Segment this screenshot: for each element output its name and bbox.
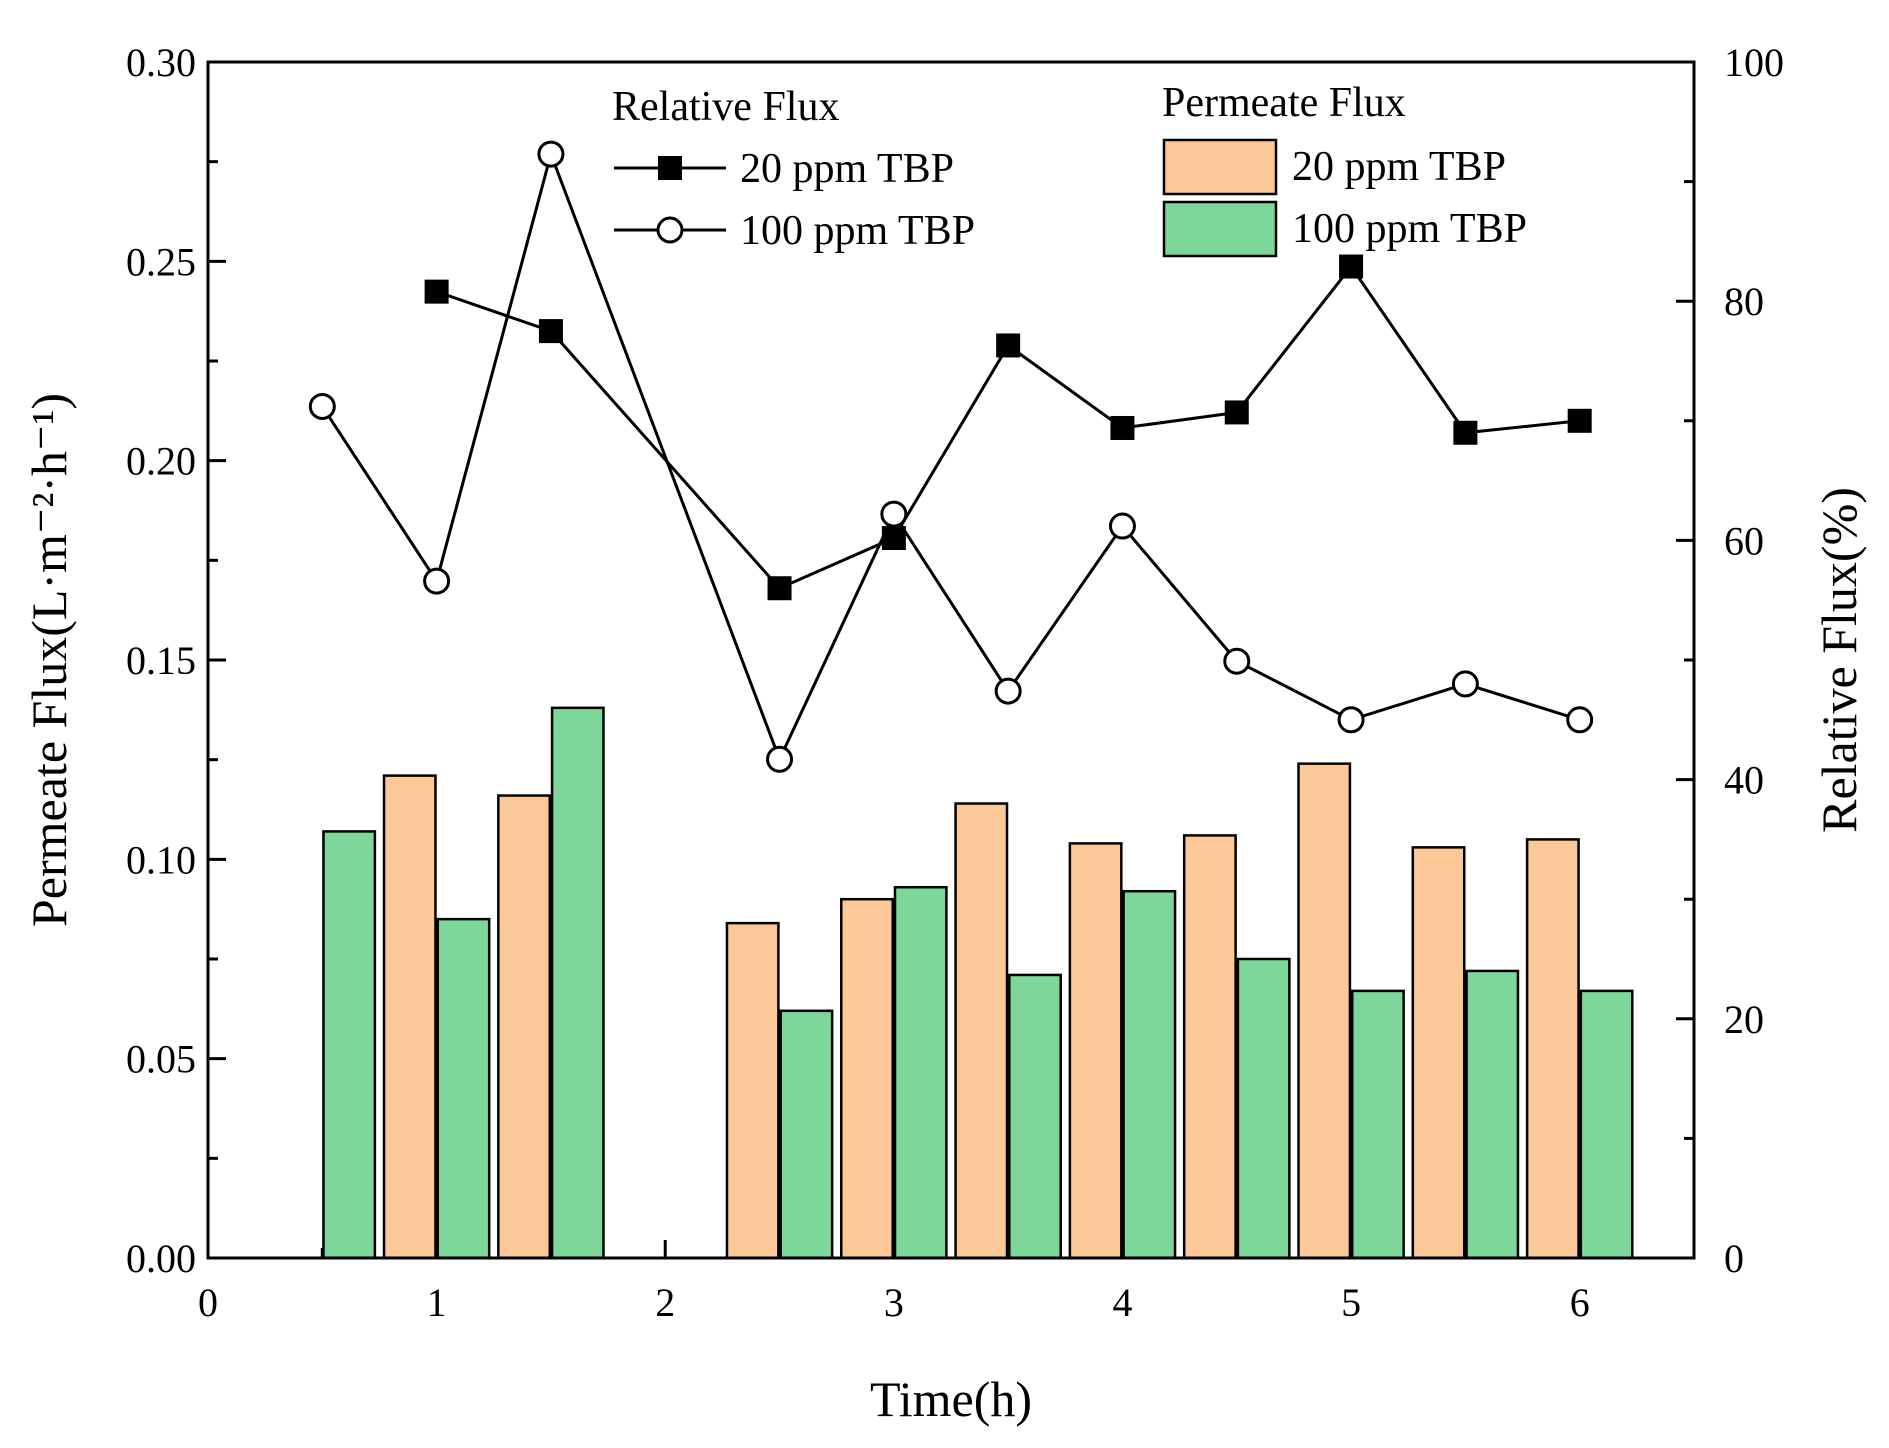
y-tick-label-2: 0.10 [126,837,196,882]
point-100ppm-8 [1337,706,1365,734]
legend-marker-square [658,156,682,180]
bar-20ppm-8 [1297,762,1352,1260]
y2-tick-label-1: 20 [1724,997,1764,1042]
y2-tick-label-4: 80 [1724,279,1764,324]
x-tick-label-2: 2 [655,1280,675,1325]
legend-label-line-100ppm: 100 ppm TBP [740,208,975,254]
point-20ppm-6 [1224,400,1249,425]
point-20ppm-5 [1110,415,1135,440]
bar-20ppm-1 [382,774,437,1260]
bar-20ppm-7 [1182,834,1237,1260]
point-20ppm-9 [1567,408,1592,433]
line-20ppm [436,263,1580,591]
legend-permeate-title: Permeate Flux [1162,80,1406,126]
y-tick-label-4: 0.20 [126,439,196,484]
y-tick-label-6: 0.30 [126,40,196,85]
point-20ppm-2 [767,576,792,601]
bar-100ppm-3 [779,1009,834,1260]
y2-axis-title: Relative Flux(%) [1811,487,1867,833]
bar-100ppm-8 [1350,989,1405,1260]
y-tick-label-1: 0.05 [126,1037,196,1082]
bar-100ppm-9 [1465,969,1520,1260]
x-axis-title: Time(h) [870,1371,1032,1427]
x-tick-label-5: 5 [1341,1280,1361,1325]
point-100ppm-4 [880,500,908,528]
y2-tick-label-5: 100 [1724,40,1784,85]
bar-20ppm-10 [1525,838,1580,1260]
legend-label-bar-20ppm: 20 ppm TBP [1292,144,1506,190]
point-100ppm-6 [1108,512,1136,540]
y2-tick-label-2: 40 [1724,758,1764,803]
point-20ppm-8 [1453,420,1478,445]
legend-relative-title: Relative Flux [612,84,839,130]
legend-label-line-20ppm: 20 ppm TBP [740,146,954,192]
bar-20ppm-3 [725,921,780,1260]
y-axis-title: Permeate Flux(L·m⁻²·h⁻¹) [21,393,77,927]
point-100ppm-0 [308,392,336,420]
x-tick-label-4: 4 [1112,1280,1132,1325]
point-100ppm-3 [766,745,794,773]
point-20ppm-7 [1339,254,1364,279]
bar-100ppm-5 [1008,973,1062,1260]
legend-swatch-20ppm [1162,138,1278,196]
bar-20ppm-6 [1068,842,1123,1260]
x-tick-label-1: 1 [427,1280,447,1325]
point-100ppm-2 [537,140,565,168]
x-tick-label-0: 0 [198,1280,218,1325]
bar-20ppm-9 [1411,846,1466,1260]
bar-100ppm-2 [550,706,605,1260]
point-100ppm-7 [1223,647,1251,675]
bar-20ppm-5 [954,802,1009,1260]
point-100ppm-10 [1566,706,1594,734]
bar-100ppm-6 [1122,889,1177,1260]
point-100ppm-1 [423,567,451,595]
legend: Relative Flux 20 ppm TBP 100 ppm TBP Per… [612,80,1527,258]
point-20ppm-1 [538,319,563,344]
y-tick-label-0: 0.00 [126,1236,196,1281]
bar-100ppm-10 [1579,989,1634,1260]
bar-100ppm-1 [436,917,491,1260]
y2-tick-label-0: 0 [1724,1236,1744,1281]
bar-100ppm-4 [893,885,948,1260]
x-tick-label-6: 6 [1570,1280,1590,1325]
point-20ppm-0 [424,279,449,304]
legend-marker-circle [656,216,684,244]
legend-swatch-100ppm [1162,200,1278,258]
bar-100ppm-0 [322,830,377,1260]
y2-tick-label-3: 60 [1724,518,1764,563]
point-20ppm-4 [996,333,1021,358]
bar-20ppm-4 [840,897,894,1260]
y-tick-label-5: 0.25 [126,239,196,284]
bar-100ppm-7 [1236,957,1291,1260]
axes-layer: 0 1 2 3 4 5 6 0.00 0.05 0.10 0.15 0.20 0.25 0.30 0 20 40… [126,40,1784,1325]
bars-layer [322,706,1634,1260]
lines-layer [308,140,1594,773]
legend-label-bar-100ppm: 100 ppm TBP [1292,206,1527,252]
point-100ppm-5 [994,677,1022,705]
bar-20ppm-2 [497,794,552,1260]
y-tick-label-3: 0.15 [126,638,196,683]
point-100ppm-9 [1451,670,1479,698]
x-tick-label-3: 3 [884,1280,904,1325]
